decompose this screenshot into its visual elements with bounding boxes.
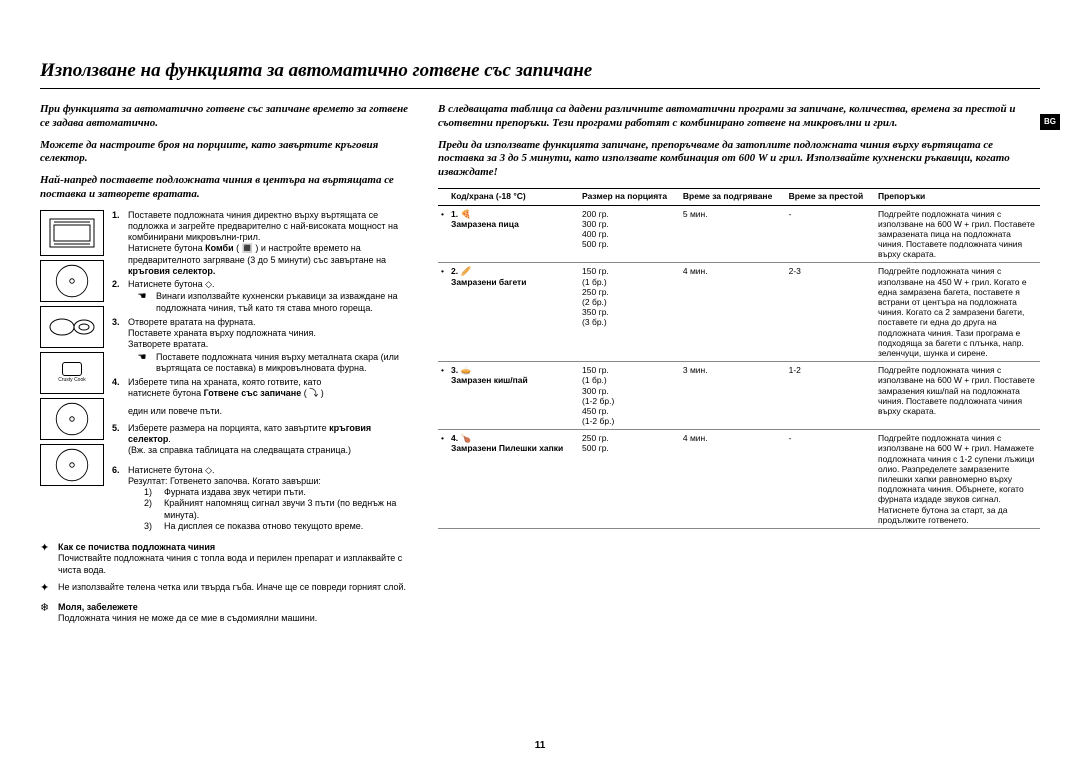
language-badge: BG bbox=[1040, 114, 1060, 130]
step-5a: Изберете размера на порцията, като завър… bbox=[128, 423, 371, 444]
table-row: •4. 🍗 Замразени Пилешки хапки250 гр. 500… bbox=[438, 430, 1040, 529]
note-2-body: Не използвайте телена четка или твърда г… bbox=[58, 582, 406, 596]
left-column: При функцията за автоматично готвене със… bbox=[40, 103, 410, 626]
th-stand: Време за престой bbox=[786, 188, 875, 205]
step-1-text: Поставете подложната чиния директно върх… bbox=[128, 210, 398, 243]
step-6a: Натиснете бутона ◇. bbox=[128, 465, 215, 475]
note-1-body: Почиствайте подложната чиния с топла вод… bbox=[58, 553, 410, 576]
cell-size: 250 гр. 500 гр. bbox=[579, 430, 680, 529]
step-6-3: На дисплея се показва отново текущото вр… bbox=[164, 521, 363, 532]
cell-stand: 1-2 bbox=[786, 362, 875, 430]
step-3c: Затворете вратата. bbox=[128, 339, 208, 349]
cell-size: 150 гр. (1 бр.) 300 гр. (1-2 бр.) 450 гр… bbox=[579, 362, 680, 430]
steps: Crusty Cook 1. Поставете подложната чини… bbox=[40, 210, 410, 625]
steps-text: 1. Поставете подложната чиния директно в… bbox=[112, 210, 410, 625]
step-6-2: Крайният напомнящ сигнал звучи 3 пъти (п… bbox=[164, 498, 410, 521]
cell-stand: - bbox=[786, 430, 875, 529]
step-4c: един или повече пъти. bbox=[128, 406, 222, 416]
page-title: Използване на функцията за автоматично г… bbox=[40, 60, 1040, 89]
oven-diagram-icon bbox=[40, 210, 104, 256]
right-intro-1: В следващата таблица са дадени различнит… bbox=[438, 103, 1040, 131]
table-header-row: Код/храна (-18 °C) Размер на порцията Вр… bbox=[438, 188, 1040, 205]
cell-bullet: • bbox=[438, 430, 448, 529]
step-5c: (Вж. за справка таблицата на следващата … bbox=[128, 445, 351, 455]
th-heat: Време за подгряване bbox=[680, 188, 786, 205]
step-3-warn: Поставете подложната чиния върху метална… bbox=[156, 352, 410, 375]
cell-stand: 2-3 bbox=[786, 263, 875, 362]
note-icon-2: ✦ bbox=[40, 582, 58, 596]
table-row: •2. 🥖 Замразени багети150 гр. (1 бр.) 25… bbox=[438, 263, 1040, 362]
step-1b: Натиснете бутона Комби ( 🔳 ) и настройте… bbox=[128, 243, 386, 276]
th-bullet bbox=[438, 188, 448, 205]
cell-code: 1. 🍕 Замразена пица bbox=[448, 205, 579, 263]
th-code: Код/храна (-18 °C) bbox=[448, 188, 579, 205]
dial-diagram-3-icon bbox=[40, 444, 104, 486]
cell-heat: 4 мин. bbox=[680, 430, 786, 529]
dish-diagram-icon bbox=[40, 306, 104, 348]
crusty-label: Crusty Cook bbox=[58, 377, 86, 383]
note-icon-3: ❄ bbox=[40, 602, 58, 625]
intro-3: Най-напред поставете подложната чиния в … bbox=[40, 174, 410, 202]
th-size: Размер на порцията bbox=[579, 188, 680, 205]
cell-rec: Подгрейте подложната чиния с използване … bbox=[875, 362, 1040, 430]
note-3-title: Моля, забележете bbox=[58, 602, 317, 613]
dial-diagram-1-icon bbox=[40, 260, 104, 302]
cell-code: 4. 🍗 Замразени Пилешки хапки bbox=[448, 430, 579, 529]
step-4b: натиснете бутона Готвене със запичане ( … bbox=[128, 388, 324, 398]
dial-diagram-2-icon bbox=[40, 398, 104, 440]
cell-size: 200 гр. 300 гр. 400 гр. 500 гр. bbox=[579, 205, 680, 263]
table-row: •1. 🍕 Замразена пица200 гр. 300 гр. 400 … bbox=[438, 205, 1040, 263]
right-column: В следващата таблица са дадени различнит… bbox=[438, 103, 1040, 626]
step-6b: Резултат: Готвенето започва. Когато завъ… bbox=[128, 476, 321, 486]
step-2-text: Натиснете бутона ◇. bbox=[128, 279, 215, 289]
intro-2: Можете да настроите броя на порциите, ка… bbox=[40, 139, 410, 167]
cell-bullet: • bbox=[438, 263, 448, 362]
cell-code: 3. 🥧 Замразен киш/пай bbox=[448, 362, 579, 430]
cell-bullet: • bbox=[438, 205, 448, 263]
th-rec: Препоръки bbox=[875, 188, 1040, 205]
content-columns: При функцията за автоматично готвене със… bbox=[40, 103, 1040, 626]
cell-code: 2. 🥖 Замразени багети bbox=[448, 263, 579, 362]
cell-rec: Подгрейте подложната чиния с използване … bbox=[875, 263, 1040, 362]
programs-table: Код/храна (-18 °C) Размер на порцията Вр… bbox=[438, 188, 1040, 529]
right-intro-2: Преди да използвате функцията запичане, … bbox=[438, 139, 1040, 180]
cell-heat: 3 мин. bbox=[680, 362, 786, 430]
cell-heat: 4 мин. bbox=[680, 263, 786, 362]
cell-rec: Подгрейте подложната чиния с използване … bbox=[875, 205, 1040, 263]
note-1-title: Как се почиства подложната чиния bbox=[58, 542, 410, 553]
table-row: •3. 🥧 Замразен киш/пай150 гр. (1 бр.) 30… bbox=[438, 362, 1040, 430]
cell-stand: - bbox=[786, 205, 875, 263]
note-icon-1: ✦ bbox=[40, 542, 58, 576]
step-6-1: Фурната издава звук четири пъти. bbox=[164, 487, 306, 498]
pointer-icon: ☚ bbox=[128, 291, 156, 314]
page-number: 11 bbox=[535, 740, 546, 751]
cell-heat: 5 мин. bbox=[680, 205, 786, 263]
cell-size: 150 гр. (1 бр.) 250 гр. (2 бр.) 350 гр. … bbox=[579, 263, 680, 362]
step-3b: Поставете храната върху подложната чиния… bbox=[128, 328, 316, 338]
note-3-body: Подложната чиния не може да се мие в съд… bbox=[58, 613, 317, 624]
crusty-button-icon: Crusty Cook bbox=[40, 352, 104, 394]
cell-bullet: • bbox=[438, 362, 448, 430]
step-4a: Изберете типа на храната, която готвите,… bbox=[128, 377, 321, 387]
pointer-icon-2: ☚ bbox=[128, 352, 156, 375]
step-2-warn: Винаги използвайте кухненски ръкавици за… bbox=[156, 291, 410, 314]
step-3a: Отворете вратата на фурната. bbox=[128, 317, 256, 327]
cell-rec: Подгрейте подложната чиния с използване … bbox=[875, 430, 1040, 529]
intro-1: При функцията за автоматично готвене със… bbox=[40, 103, 410, 131]
